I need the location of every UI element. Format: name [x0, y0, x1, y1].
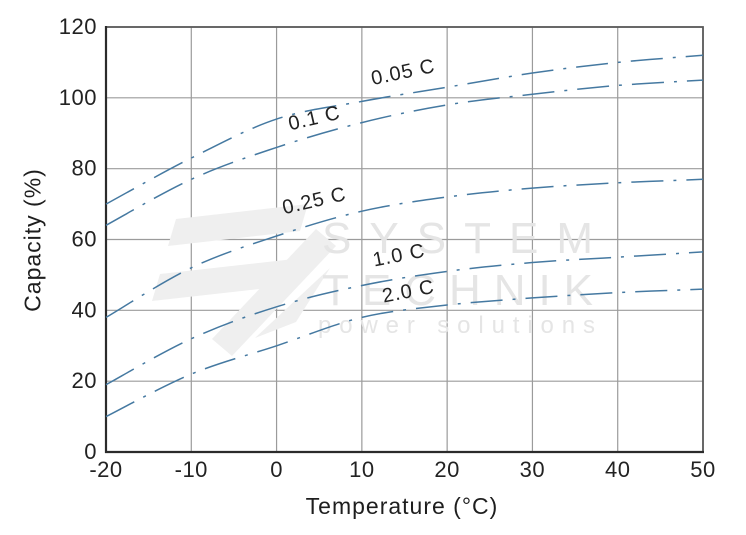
x-tick-label: 20 — [434, 457, 459, 482]
watermark-logo — [255, 268, 330, 338]
x-tick-label: 30 — [520, 457, 545, 482]
y-tick-label: 20 — [72, 368, 97, 393]
curve-series-1 — [105, 79, 704, 226]
y-tick-label: 120 — [59, 14, 97, 39]
x-axis-title: Temperature (°C) — [305, 493, 499, 519]
watermark-text-line3: power solutions — [318, 312, 595, 339]
y-tick-label: 40 — [72, 297, 97, 322]
y-tick-label: 60 — [72, 227, 97, 252]
y-tick-label: 80 — [72, 156, 97, 181]
x-tick-label: -20 — [89, 457, 122, 482]
curve-series-3 — [105, 251, 704, 386]
watermark-text-line2: TECHNIK — [322, 266, 593, 315]
y-axis-title: Capacity (%) — [19, 168, 46, 312]
watermark-logo — [152, 259, 294, 301]
watermark-text-line1: SYSTEM — [322, 214, 593, 263]
watermark-logo — [168, 204, 308, 246]
y-tick-label: 100 — [59, 85, 97, 110]
x-tick-label: 40 — [605, 457, 630, 482]
x-tick-label: 50 — [690, 457, 715, 482]
x-tick-label: -10 — [175, 457, 208, 482]
x-tick-label: 10 — [349, 457, 374, 482]
x-tick-label: 0 — [270, 457, 283, 482]
y-tick-label: 0 — [84, 439, 97, 464]
curve-series-4 — [105, 288, 704, 418]
curve-label-0: 0.05 C — [369, 55, 437, 90]
watermark-logo — [212, 229, 336, 356]
